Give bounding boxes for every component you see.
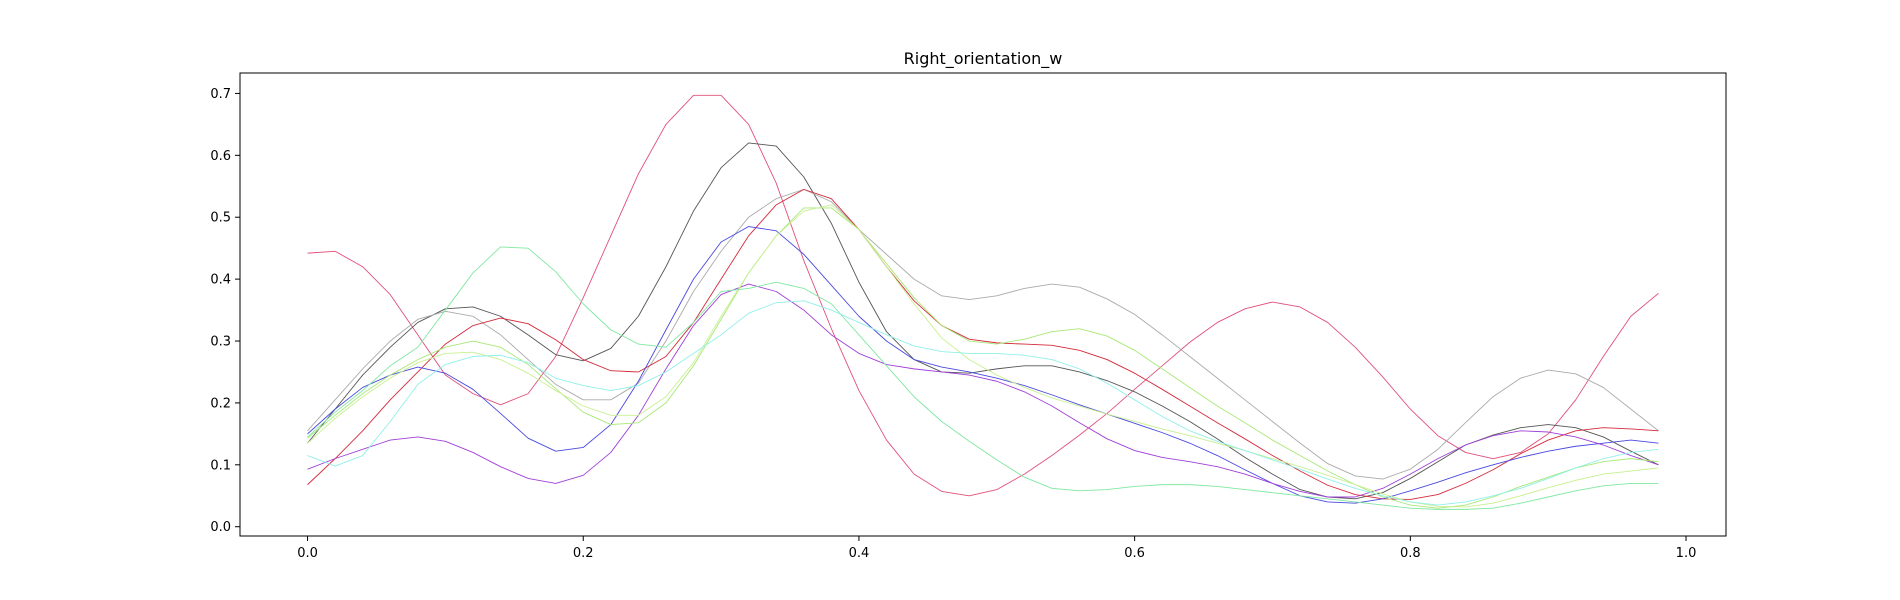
series-line-3 bbox=[307, 188, 1659, 480]
y-tick-label: 0.4 bbox=[210, 273, 231, 288]
series-line-9 bbox=[307, 246, 1659, 510]
x-tick-label: 0.0 bbox=[297, 546, 318, 561]
series-line-4 bbox=[307, 188, 1659, 500]
x-tick-label: 1.0 bbox=[1676, 546, 1697, 561]
series-layer bbox=[307, 94, 1659, 510]
plot-frame bbox=[239, 72, 1727, 537]
series-line-7 bbox=[307, 207, 1659, 509]
series-line-5 bbox=[307, 226, 1659, 504]
x-tick-label: 0.8 bbox=[1400, 546, 1421, 561]
y-tick-label: 0.2 bbox=[210, 396, 231, 411]
x-tick-label: 0.2 bbox=[573, 546, 594, 561]
series-line-1 bbox=[307, 94, 1659, 497]
y-tick-label: 0.6 bbox=[210, 149, 231, 164]
chart-title: Right_orientation_w bbox=[904, 49, 1063, 69]
x-tick-label: 0.6 bbox=[1124, 546, 1145, 561]
y-tick-label: 0.1 bbox=[210, 458, 231, 473]
series-line-8 bbox=[307, 204, 1659, 508]
x-axis: 0.0 0.2 0.4 0.6 0.8 1.0 bbox=[297, 536, 1696, 561]
y-tick-label: 0.5 bbox=[210, 211, 231, 226]
series-line-6 bbox=[307, 283, 1659, 498]
y-tick-label: 0.0 bbox=[210, 520, 231, 535]
x-tick-label: 0.4 bbox=[849, 546, 870, 561]
y-tick-label: 0.3 bbox=[210, 335, 231, 350]
series-line-2 bbox=[307, 142, 1659, 500]
y-tick-label: 0.7 bbox=[210, 87, 231, 102]
series-line-10 bbox=[307, 300, 1659, 506]
y-axis: 0.0 0.1 0.2 0.3 0.4 0.5 0.6 0.7 bbox=[210, 87, 240, 535]
